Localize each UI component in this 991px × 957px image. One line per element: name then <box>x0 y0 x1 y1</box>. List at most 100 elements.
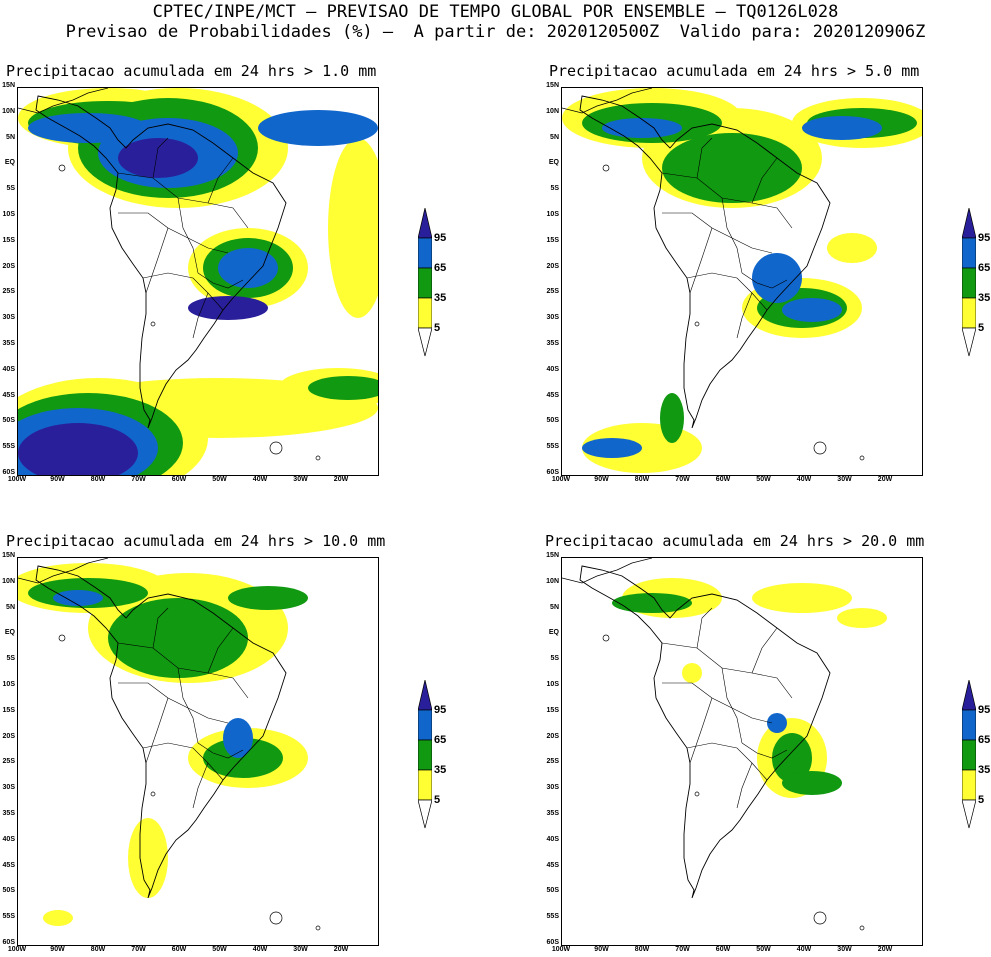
longitude-label: 40W <box>252 476 268 483</box>
longitude-label: 90W <box>594 946 609 953</box>
longitude-label: 30W <box>837 476 852 483</box>
map-svg <box>18 88 378 475</box>
latitude-label: 20S <box>2 262 15 270</box>
legend-label: 65 <box>434 262 447 274</box>
latitude-label: 5S <box>6 655 15 663</box>
island <box>694 791 700 797</box>
longitude-label: 100W <box>7 946 27 953</box>
longitude-label: 100W <box>551 946 571 953</box>
latitude-label: 35S <box>546 340 559 347</box>
longitude-label: 70W <box>675 476 690 483</box>
longitude-label: 40W <box>796 946 812 953</box>
color-bar <box>962 208 976 357</box>
country-border <box>736 762 753 809</box>
longitude-label: 20W <box>877 946 893 953</box>
latitude-label: 5N <box>6 603 15 611</box>
island <box>602 164 610 172</box>
legend-swatch <box>418 267 432 299</box>
probability-area <box>782 298 842 322</box>
latitude-label: EQ <box>4 629 15 637</box>
latitude-label: 20S <box>546 262 559 270</box>
latitude-label: 10S <box>2 681 15 688</box>
panel-1-legend: 95 65 35 5 <box>418 208 478 358</box>
legend-label: 95 <box>978 704 991 716</box>
country-border <box>192 762 209 809</box>
latitude-label: 5N <box>550 133 559 141</box>
longitude-label: 50W <box>212 476 227 483</box>
latitude-label: 25S <box>546 288 559 296</box>
latitude-label: 40S <box>546 365 559 373</box>
probability-area <box>772 733 812 783</box>
latitude-label: 45S <box>2 391 15 399</box>
country-border <box>207 157 234 204</box>
probability-area <box>837 608 887 628</box>
country-border <box>689 227 713 294</box>
probability-area <box>827 233 877 263</box>
latitude-label: 5N <box>6 133 15 141</box>
probability-area <box>118 138 198 178</box>
latitude-label: 15S <box>2 706 15 714</box>
legend-label: 35 <box>434 292 447 304</box>
latitude-label: 25S <box>2 758 15 766</box>
probability-area <box>660 393 684 443</box>
legend-swatch <box>962 739 976 771</box>
country-border <box>145 227 169 294</box>
panel-4-title: Precipitacao acumulada em 24 hrs > 20.0 … <box>545 532 925 550</box>
legend-swatch-0 <box>418 799 432 829</box>
country-border <box>751 627 778 674</box>
legend-label: 95 <box>978 232 991 244</box>
latitude-label: 60S <box>2 939 15 946</box>
country-border <box>661 172 793 229</box>
island <box>602 634 610 642</box>
latitude-label: 50S <box>2 417 15 425</box>
latitude-label: 10N <box>2 577 15 585</box>
latitude-label: 55S <box>2 443 15 451</box>
latitude-label: 15N <box>546 552 559 559</box>
longitude-label: 80W <box>634 946 650 953</box>
color-bar <box>962 680 976 829</box>
legend-label: 35 <box>978 292 991 304</box>
probability-area <box>223 718 253 758</box>
country-border <box>662 682 773 724</box>
latitude-label: 10N <box>2 107 15 115</box>
latitude-label: 15N <box>2 552 15 559</box>
longitude-label: 70W <box>675 946 690 953</box>
coastline <box>579 95 831 429</box>
latitude-label: 5N <box>550 603 559 611</box>
probability-area <box>108 598 248 678</box>
longitude-label: 80W <box>90 476 106 483</box>
country-border <box>152 137 169 179</box>
probability-area <box>308 376 378 400</box>
legend-label: 65 <box>434 734 447 746</box>
longitude-label: 100W <box>7 476 27 483</box>
legend-swatch-0 <box>418 327 432 357</box>
longitude-label: 70W <box>131 476 146 483</box>
country-border <box>686 272 768 311</box>
island <box>150 791 156 797</box>
probability-area <box>128 818 168 898</box>
latitude-label: 10S <box>546 681 559 688</box>
latitude-label: 40S <box>546 835 559 843</box>
probability-area <box>203 738 283 778</box>
latitude-label: 50S <box>2 887 15 895</box>
country-border <box>661 642 793 699</box>
latitude-label: 55S <box>546 443 559 451</box>
latitude-label: 5S <box>6 185 15 193</box>
probability-area <box>258 110 378 146</box>
longitude-label: 50W <box>212 946 227 953</box>
latitude-label: 30S <box>2 784 15 792</box>
legend-swatch <box>418 237 432 269</box>
longitude-label: 90W <box>594 476 609 483</box>
country-border <box>689 697 713 764</box>
longitude-label: 90W <box>50 946 65 953</box>
panel-2-map <box>561 87 923 476</box>
latitude-label: 5S <box>550 185 559 193</box>
legend-label: 35 <box>434 764 447 776</box>
island <box>58 634 66 642</box>
latitude-label: 25S <box>2 288 15 296</box>
legend-swatch <box>418 709 432 741</box>
latitude-label: 15N <box>2 82 15 89</box>
latitude-label: EQ <box>4 159 15 167</box>
latitude-label: 15S <box>546 236 559 244</box>
island <box>859 925 865 931</box>
